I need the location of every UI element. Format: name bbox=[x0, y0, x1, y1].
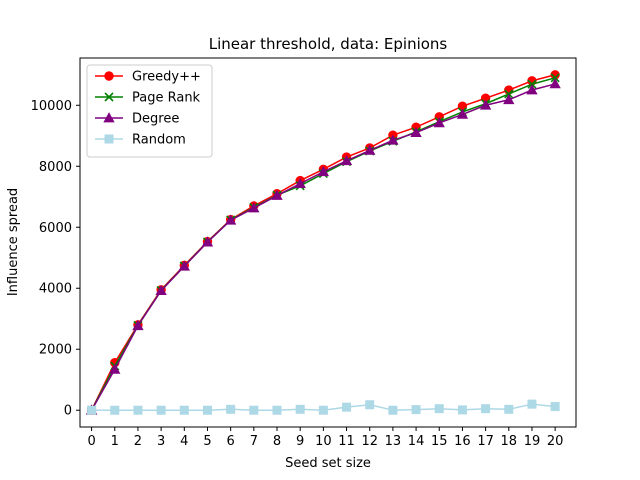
data-point bbox=[179, 405, 189, 415]
data-point bbox=[504, 404, 514, 414]
plot-frame bbox=[79, 57, 577, 428]
y-tick-label: 4000 bbox=[39, 282, 72, 297]
data-point bbox=[481, 404, 491, 414]
data-point bbox=[388, 405, 398, 415]
data-point bbox=[317, 165, 330, 177]
series-random bbox=[87, 399, 560, 415]
data-point bbox=[133, 405, 143, 415]
plot-area bbox=[85, 70, 561, 415]
y-tick-label: 10000 bbox=[31, 99, 72, 114]
x-tick-label: 9 bbox=[296, 434, 304, 449]
x-tick-label: 10 bbox=[315, 434, 332, 449]
data-point bbox=[342, 402, 352, 412]
x-tick-label: 15 bbox=[431, 434, 448, 449]
legend: Greedy++ Page Rank Degree Random bbox=[86, 64, 213, 158]
x-tick-label: 16 bbox=[454, 434, 471, 449]
x-tick-label: 0 bbox=[87, 434, 95, 449]
data-point bbox=[433, 117, 445, 128]
legend-item: Degree bbox=[95, 112, 179, 127]
data-point bbox=[434, 404, 444, 414]
data-point bbox=[410, 126, 422, 138]
data-point bbox=[202, 405, 212, 415]
data-point bbox=[550, 73, 560, 83]
x-tick-label: 3 bbox=[157, 434, 165, 449]
x-tick-label: 2 bbox=[134, 434, 142, 449]
data-point bbox=[456, 108, 469, 119]
y-tick-label: 6000 bbox=[39, 221, 72, 236]
data-point-stroke bbox=[550, 73, 560, 83]
data-point bbox=[479, 99, 492, 110]
data-point bbox=[132, 319, 144, 331]
data-point bbox=[272, 405, 282, 415]
y-tick-label: 2000 bbox=[39, 343, 72, 358]
x-axis-title: Seed set size bbox=[285, 456, 371, 471]
data-point bbox=[295, 404, 305, 414]
data-point bbox=[457, 405, 467, 415]
y-tick-label: 8000 bbox=[39, 160, 72, 175]
legend-marker bbox=[103, 112, 115, 123]
legend-marker bbox=[104, 134, 114, 144]
data-point bbox=[248, 202, 260, 213]
y-axis: 0 2000 4000 6000 8000 10000 bbox=[31, 99, 80, 419]
x-tick-label: 8 bbox=[273, 434, 281, 449]
data-point bbox=[109, 363, 121, 374]
data-point bbox=[550, 402, 560, 412]
data-point bbox=[249, 405, 259, 415]
x-tick-label: 1 bbox=[111, 434, 119, 449]
x-tick-label: 5 bbox=[203, 434, 211, 449]
y-axis-title: Influence spread bbox=[6, 188, 21, 296]
data-point bbox=[411, 405, 421, 415]
x-tick-label: 13 bbox=[385, 434, 402, 449]
x-axis: 0 1 2 3 4 5 6 7 8 9 10 11 12 13 14 15 16 17 18 19 20 bbox=[87, 427, 563, 449]
y-tick-label: 0 bbox=[64, 404, 72, 419]
series-degree bbox=[85, 78, 561, 415]
data-point bbox=[201, 236, 214, 247]
data-point bbox=[225, 214, 237, 225]
data-point bbox=[503, 93, 515, 105]
data-point bbox=[155, 284, 167, 296]
data-point bbox=[110, 405, 120, 415]
x-tick-label: 4 bbox=[180, 434, 188, 449]
data-point bbox=[526, 84, 538, 95]
data-point bbox=[156, 405, 166, 415]
legend-item: Page Rank bbox=[95, 91, 201, 106]
data-point bbox=[527, 399, 537, 409]
data-point bbox=[271, 189, 283, 200]
legend-label: Degree bbox=[132, 112, 179, 127]
data-point bbox=[387, 134, 399, 145]
data-point bbox=[318, 405, 328, 415]
x-tick-label: 6 bbox=[227, 434, 235, 449]
data-point bbox=[340, 154, 353, 166]
x-tick-label: 17 bbox=[477, 434, 494, 449]
legend-marker bbox=[104, 71, 114, 81]
legend-label: Page Rank bbox=[132, 91, 201, 106]
legend-label: Greedy++ bbox=[132, 70, 201, 85]
legend-frame bbox=[86, 64, 213, 158]
legend-marker bbox=[104, 92, 114, 102]
data-point bbox=[365, 400, 375, 410]
legend-item: Greedy++ bbox=[95, 70, 201, 85]
x-tick-label: 7 bbox=[250, 434, 258, 449]
chart-title: Linear threshold, data: Epinions bbox=[209, 35, 448, 53]
data-point bbox=[178, 260, 190, 271]
x-tick-label: 11 bbox=[338, 434, 355, 449]
legend-label: Random bbox=[132, 133, 186, 148]
x-tick-label: 12 bbox=[361, 434, 378, 449]
data-point bbox=[226, 404, 236, 414]
data-point bbox=[549, 78, 561, 89]
data-point bbox=[87, 405, 97, 415]
legend-marker-stroke bbox=[104, 92, 114, 102]
x-tick-label: 19 bbox=[524, 434, 541, 449]
data-point bbox=[364, 144, 376, 155]
x-tick-label: 20 bbox=[547, 434, 564, 449]
x-tick-label: 18 bbox=[501, 434, 518, 449]
legend-item: Random bbox=[95, 133, 186, 148]
x-tick-label: 14 bbox=[408, 434, 425, 449]
data-point bbox=[294, 177, 306, 188]
